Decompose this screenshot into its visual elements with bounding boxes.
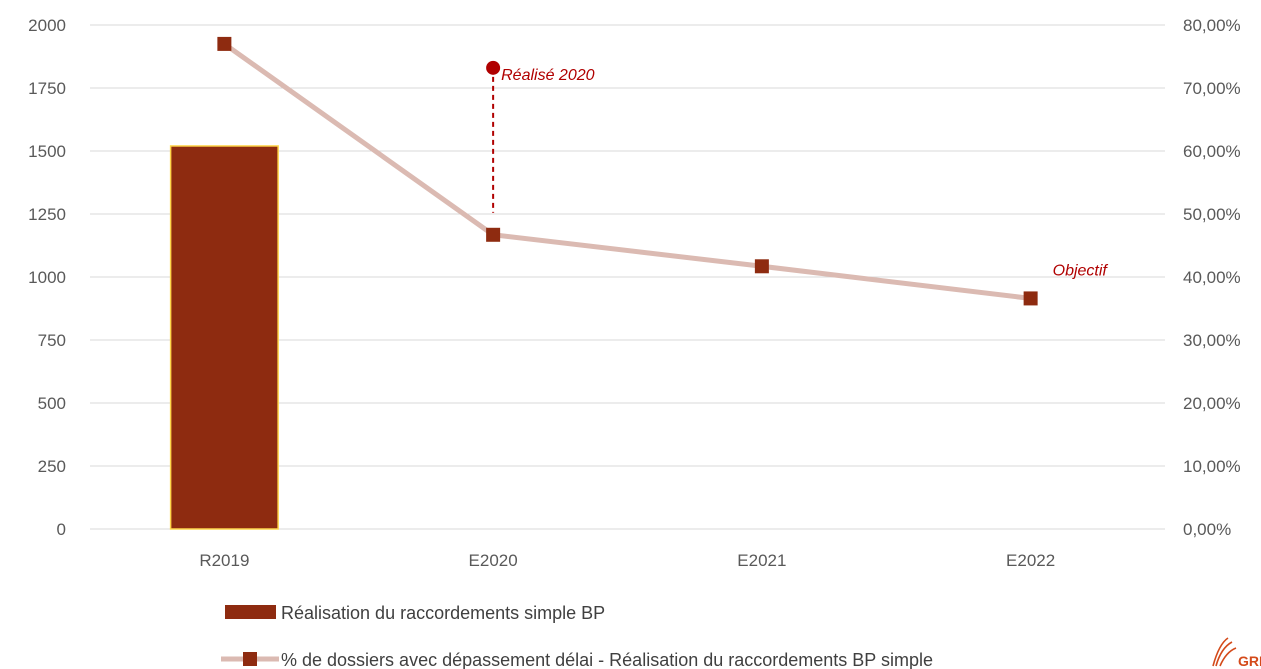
- right-tick-label: 20,00%: [1183, 394, 1241, 413]
- logo-icon: [1212, 637, 1237, 667]
- right-tick-label: 10,00%: [1183, 457, 1241, 476]
- right-tick-label: 60,00%: [1183, 142, 1241, 161]
- series-line: [222, 41, 1031, 301]
- line-point: [217, 36, 232, 51]
- line-series: [217, 36, 1038, 306]
- left-tick-label: 1250: [28, 205, 66, 224]
- logo-text: GRDF: [1238, 653, 1261, 669]
- legend-label-bar: Réalisation du raccordements simple BP: [281, 603, 605, 623]
- category-label: E2021: [737, 551, 786, 570]
- left-tick-label: 1750: [28, 79, 66, 98]
- right-tick-label: 40,00%: [1183, 268, 1241, 287]
- left-tick-label: 500: [38, 394, 66, 413]
- left-tick-label: 2000: [28, 16, 66, 35]
- left-tick-label: 250: [38, 457, 66, 476]
- category-label: E2020: [469, 551, 518, 570]
- left-tick-label: 1000: [28, 268, 66, 287]
- right-tick-label: 70,00%: [1183, 79, 1241, 98]
- logo: GRDF: [1212, 637, 1261, 669]
- category-label: R2019: [199, 551, 249, 570]
- legend-label-line: % de dossiers avec dépassement délai - R…: [281, 650, 933, 669]
- line-point: [486, 227, 501, 242]
- line-point: [1023, 291, 1038, 306]
- left-axis-ticks: 0 250 500 750 1000 1250 1500 1750 2000: [28, 16, 66, 539]
- legend: Réalisation du raccordements simple BP % …: [221, 603, 933, 669]
- right-axis-ticks: 0,00% 10,00% 20,00% 30,00% 40,00% 50,00% 60,00…: [1183, 16, 1241, 539]
- right-tick-label: 80,00%: [1183, 16, 1241, 35]
- annotation-marker: [486, 60, 501, 75]
- annotations: Réalisé 2020 Objectif: [486, 60, 1109, 279]
- annotation-label: Réalisé 2020: [501, 67, 595, 84]
- right-tick-label: 30,00%: [1183, 331, 1241, 350]
- right-tick-label: 0,00%: [1183, 520, 1231, 539]
- line-point: [754, 259, 769, 274]
- left-tick-label: 750: [38, 331, 66, 350]
- legend-swatch-marker: [243, 652, 257, 666]
- bar: [169, 145, 279, 530]
- category-label: E2022: [1006, 551, 1055, 570]
- left-tick-label: 1500: [28, 142, 66, 161]
- left-tick-label: 0: [57, 520, 66, 539]
- annotation-label: Objectif: [1053, 262, 1109, 279]
- category-axis-ticks: R2019 E2020 E2021 E2022: [199, 551, 1055, 570]
- right-tick-label: 50,00%: [1183, 205, 1241, 224]
- legend-swatch-bar: [225, 605, 276, 619]
- bar-series: [169, 145, 279, 530]
